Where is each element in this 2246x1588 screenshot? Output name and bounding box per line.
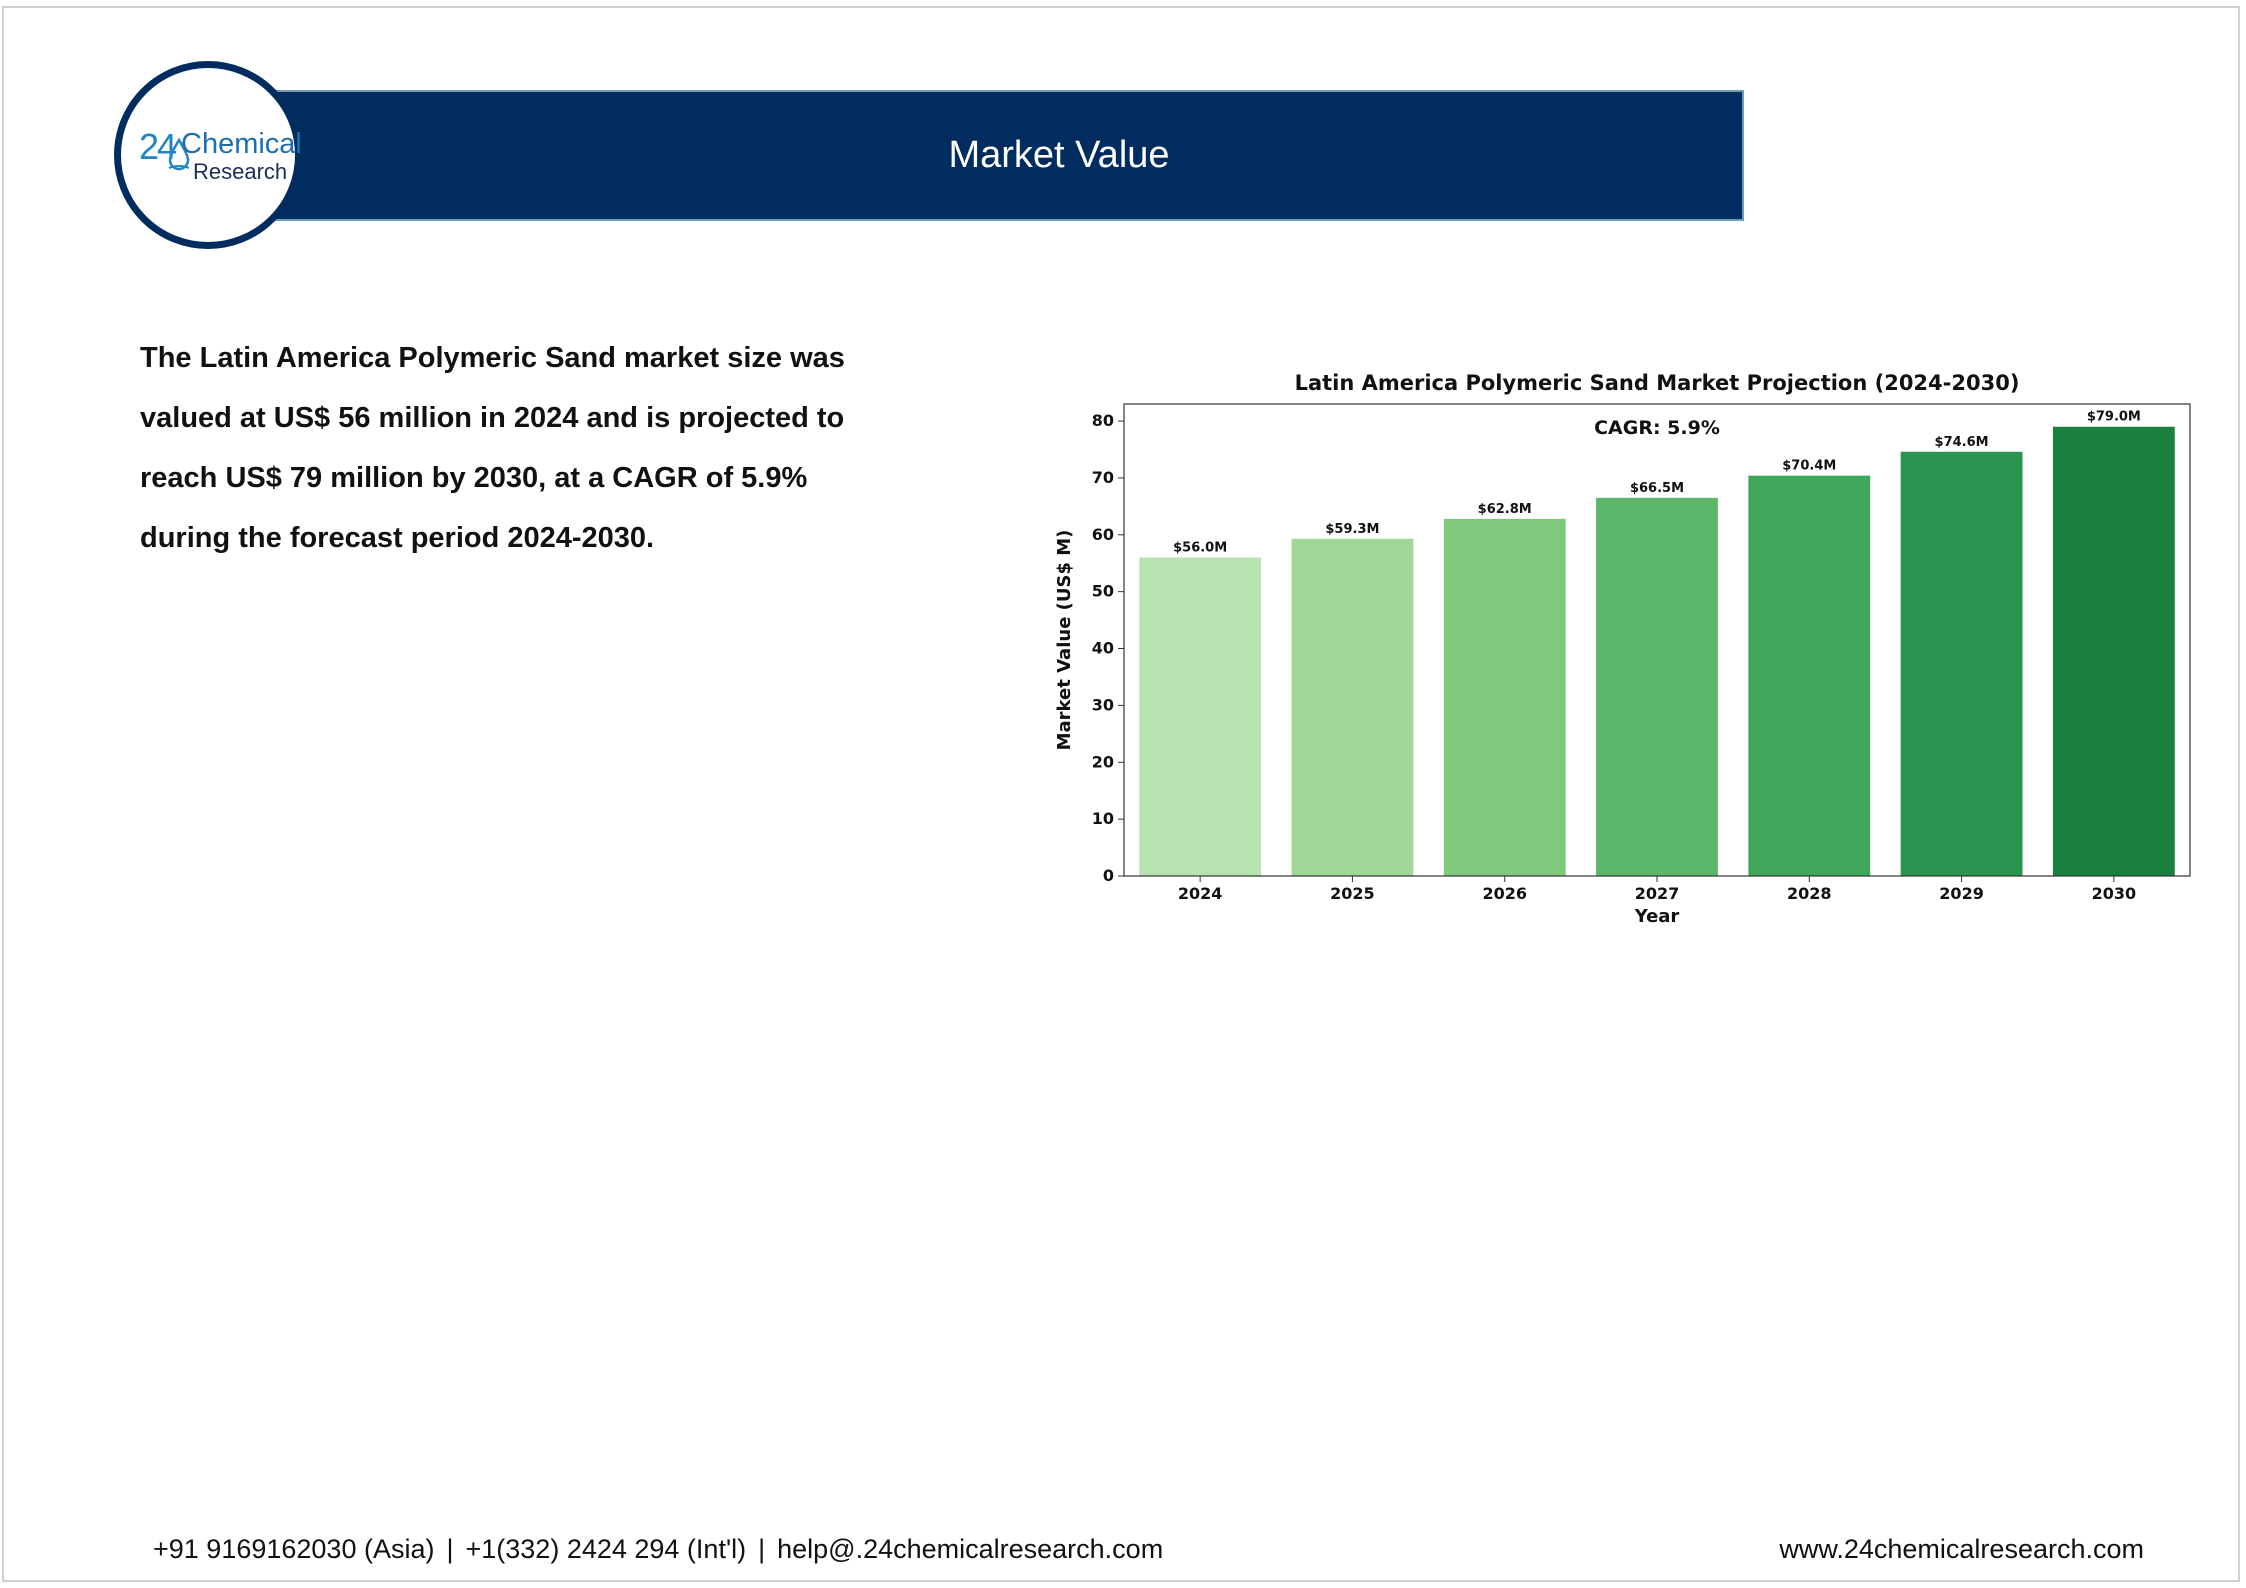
x-tick-label-2030: 2030 xyxy=(2092,884,2137,903)
data-label-2030: $79.0M xyxy=(2087,410,2141,425)
data-label-2028: $70.4M xyxy=(1782,459,1836,474)
bar-2030 xyxy=(2052,426,2175,876)
footer-separator: | xyxy=(758,1534,766,1564)
droplet-icon xyxy=(168,138,190,171)
email-link[interactable]: help@.24chemicalresearch.com xyxy=(777,1534,1164,1564)
data-label-2027: $66.5M xyxy=(1630,481,1684,496)
y-tick-label-40: 40 xyxy=(1092,639,1114,658)
y-tick-label-70: 70 xyxy=(1092,468,1114,487)
x-tick-label-2027: 2027 xyxy=(1635,884,1680,903)
logo-word-chemical: Chemical xyxy=(181,128,302,160)
page-title: Market Value xyxy=(948,134,1170,176)
data-label-2026: $62.8M xyxy=(1478,502,1532,517)
bar-2027 xyxy=(1596,497,1718,876)
bar-2025 xyxy=(1291,538,1414,876)
phone-intl[interactable]: +1(332) 2424 294 (Int'l) xyxy=(465,1534,747,1564)
y-tick-label-80: 80 xyxy=(1092,411,1114,430)
bar-2029 xyxy=(1900,451,2023,876)
x-tick-label-2026: 2026 xyxy=(1482,884,1527,903)
logo-word-research: Research xyxy=(193,159,288,184)
x-tick-label-2029: 2029 xyxy=(1939,884,1984,903)
y-tick-label-30: 30 xyxy=(1092,695,1114,714)
chart-title: Latin America Polymeric Sand Market Proj… xyxy=(1295,371,2020,395)
x-tick-label-2025: 2025 xyxy=(1330,884,1375,903)
page-frame xyxy=(2,6,2240,1582)
cagr-annotation: CAGR: 5.9% xyxy=(1594,417,1720,439)
y-tick-label-50: 50 xyxy=(1092,582,1114,601)
data-label-2029: $74.6M xyxy=(1935,435,1989,450)
x-tick-label-2024: 2024 xyxy=(1178,884,1223,903)
footer-separator: | xyxy=(446,1534,454,1564)
bar-2028 xyxy=(1748,475,1871,876)
x-axis-label: Year xyxy=(1634,906,1680,927)
header-banner: Market Value xyxy=(248,90,1744,221)
phone-asia[interactable]: +91 9169162030 (Asia) xyxy=(153,1534,435,1564)
y-tick-label-0: 0 xyxy=(1103,866,1114,885)
data-label-2024: $56.0M xyxy=(1173,541,1227,556)
website-link[interactable]: www.24chemicalresearch.com xyxy=(1779,1534,2144,1564)
footer-contacts: +91 9169162030 (Asia) | +1(332) 2424 294 (… xyxy=(153,1534,1163,1565)
x-tick-label-2028: 2028 xyxy=(1787,884,1832,903)
market-summary-text: The Latin America Polymeric Sand market … xyxy=(140,342,845,554)
data-label-2025: $59.3M xyxy=(1325,522,1379,537)
bar-2024 xyxy=(1139,557,1262,876)
y-tick-label-60: 60 xyxy=(1092,525,1114,544)
company-logo[interactable]: 24 Chemical Research xyxy=(114,61,302,249)
y-tick-label-10: 10 xyxy=(1092,809,1114,828)
market-projection-chart: Latin America Polymeric Sand Market Proj… xyxy=(1054,371,2191,927)
plot-frame xyxy=(1123,403,2191,877)
y-axis-label: Market Value (US$ M) xyxy=(1054,530,1075,751)
y-tick-label-20: 20 xyxy=(1092,752,1114,771)
bar-2026 xyxy=(1443,518,1566,876)
